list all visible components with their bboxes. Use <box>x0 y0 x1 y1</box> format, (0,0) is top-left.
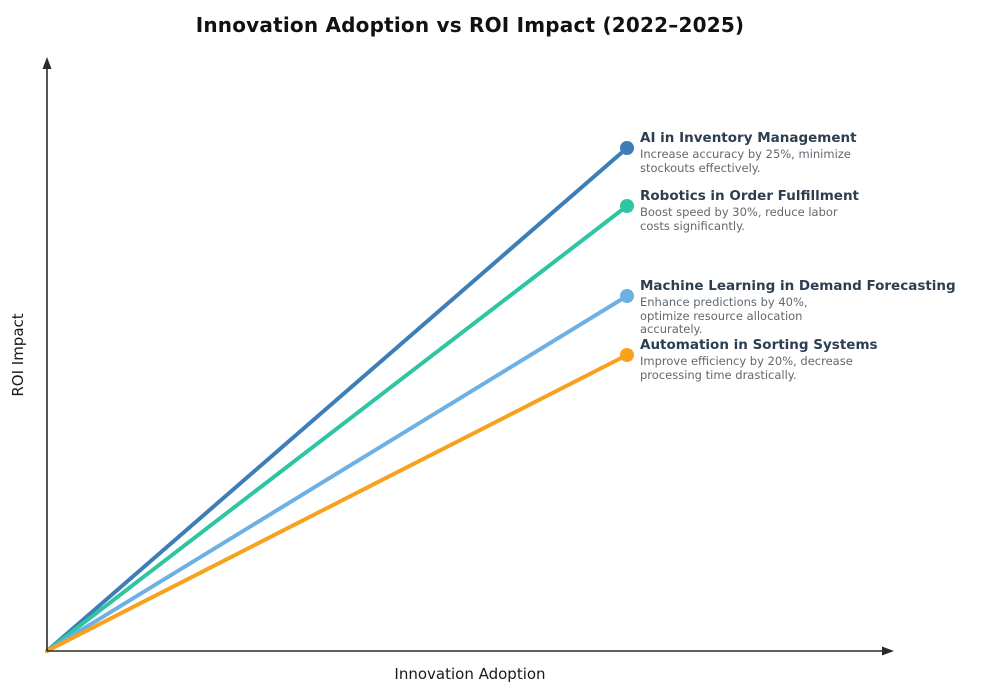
annotation-robotics-order-fulfillment: Robotics in Order Fulfillment Boost spee… <box>640 188 859 233</box>
annotation-title: Machine Learning in Demand Forecasting <box>640 278 956 294</box>
annotation-automation-sorting-systems: Automation in Sorting Systems Improve ef… <box>640 337 878 382</box>
annotation-title: Automation in Sorting Systems <box>640 337 878 353</box>
series-line-1 <box>45 204 629 653</box>
annotation-description: Enhance predictions by 40%, optimize res… <box>640 295 808 336</box>
series-endpoint-dot-0 <box>620 141 634 155</box>
annotation-title: Robotics in Order Fulfillment <box>640 188 860 204</box>
y-axis-label: ROI Impact <box>9 313 27 397</box>
x-axis-label: Innovation Adoption <box>394 665 546 683</box>
annotation-title: AI in Inventory Management <box>640 130 857 146</box>
annotation-description: Boost speed by 30%, reduce labor costs s… <box>640 205 838 233</box>
series-line-2 <box>45 294 629 653</box>
annotation-machine-learning-forecasting: Machine Learning in Demand Forecasting E… <box>640 278 956 337</box>
y-axis-arrowhead <box>42 57 52 69</box>
chart-title: Innovation Adoption vs ROI Impact (2022–… <box>195 13 745 37</box>
annotation-description: Increase accuracy by 25%, minimize stock… <box>640 147 851 175</box>
series-endpoint-dot-1 <box>620 199 634 213</box>
annotation-ai-inventory-management: AI in Inventory Management Increase accu… <box>640 130 857 175</box>
series-line-0 <box>45 146 629 653</box>
annotation-description: Improve efficiency by 20%, decrease proc… <box>640 354 853 382</box>
series-line-3 <box>45 353 629 653</box>
series-endpoint-dot-3 <box>620 348 634 362</box>
series-endpoint-dot-2 <box>620 289 634 303</box>
x-axis-arrowhead <box>882 646 894 656</box>
